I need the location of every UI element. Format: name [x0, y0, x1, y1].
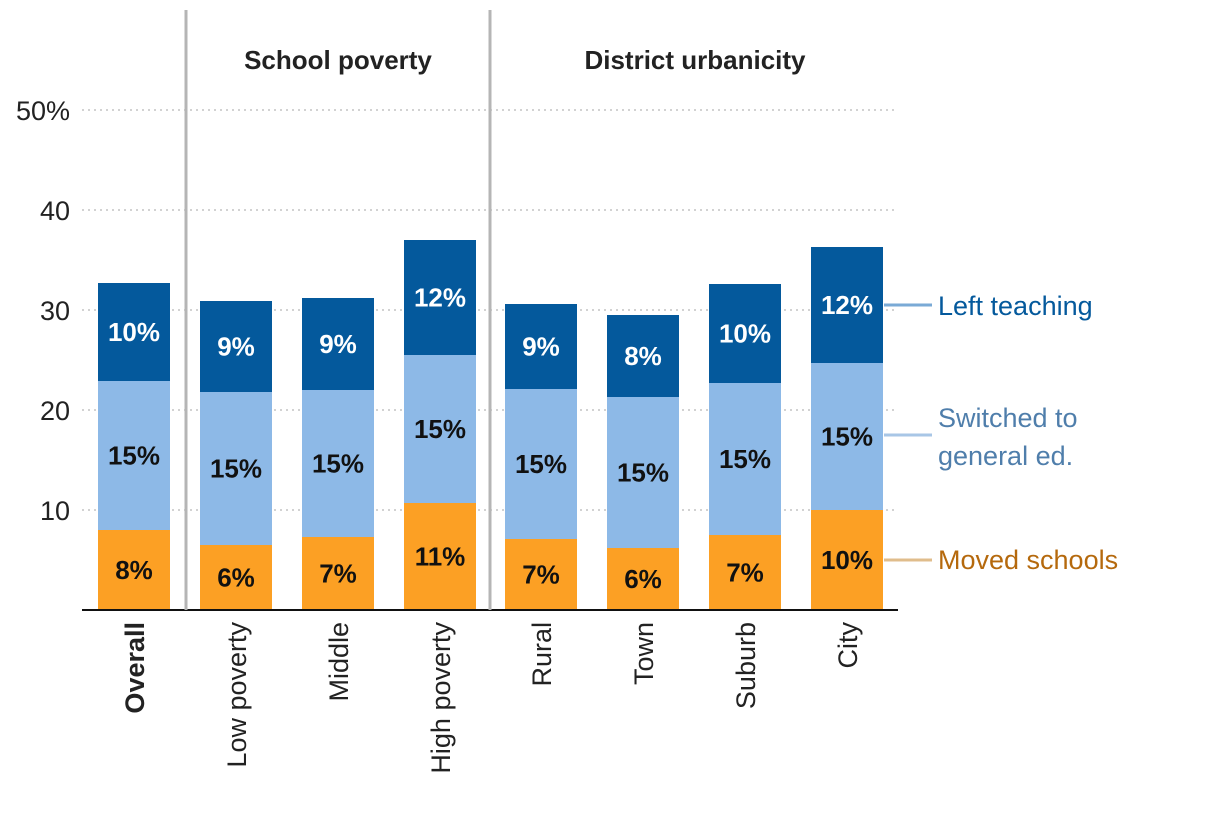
bar-label-low-poverty-3: 9%	[217, 332, 255, 362]
bar-segment-city-2	[811, 363, 883, 510]
legend-switched-line1: Switched to	[938, 403, 1078, 433]
category-label-overall: Overall	[120, 622, 150, 714]
bar-segment-overall-3	[98, 283, 170, 381]
bar-label-low-poverty-2: 15%	[210, 454, 262, 484]
bar-label-overall-3: 10%	[108, 317, 160, 347]
bar-label-town-1: 6%	[624, 564, 662, 594]
bar-segment-high-poverty-3	[404, 240, 476, 355]
bar-label-overall-2: 15%	[108, 441, 160, 471]
bar-segment-middle-1	[302, 537, 374, 610]
bar-segment-suburb-2	[709, 383, 781, 535]
bar-label-high-poverty-3: 12%	[414, 283, 466, 313]
category-label-low-poverty: Low poverty	[222, 622, 252, 768]
category-label-city: City	[833, 622, 863, 669]
y-tick-label-10: 10	[40, 496, 70, 526]
category-label-suburb: Suburb	[731, 622, 761, 709]
bar-label-high-poverty-1: 11%	[415, 542, 466, 572]
bar-label-city-3: 12%	[821, 290, 873, 320]
category-label-rural: Rural	[527, 622, 557, 687]
bar-segment-middle-2	[302, 390, 374, 537]
bar-label-suburb-1: 7%	[726, 558, 764, 588]
bar-label-town-3: 8%	[624, 341, 662, 371]
bar-labels: 8% 15% 10% 6% 15% 9% 7% 15% 9% 11% 15% 12% 7% 15% 9% 6%…	[108, 283, 873, 595]
category-label-high-poverty: High poverty	[426, 622, 456, 774]
y-tick-label-20: 20	[40, 396, 70, 426]
bar-label-rural-3: 9%	[522, 332, 560, 362]
category-label-middle: Middle	[324, 622, 354, 702]
bar-label-town-2: 15%	[617, 458, 669, 488]
bar-label-high-poverty-2: 15%	[414, 414, 466, 444]
bars	[98, 240, 883, 610]
bar-segment-city-3	[811, 247, 883, 363]
bar-label-overall-1: 8%	[115, 555, 153, 585]
group-title-district-urbanicity: District urbanicity	[584, 45, 806, 75]
bar-segment-town-1	[607, 548, 679, 610]
category-labels: Overall Low poverty Middle High poverty Rura…	[120, 622, 863, 774]
y-tick-label-40: 40	[40, 196, 70, 226]
legend: Left teaching Switched to general ed. Mo…	[884, 291, 1118, 575]
bar-segment-low-poverty-1	[200, 545, 272, 610]
bar-segment-rural-3	[505, 304, 577, 389]
y-tick-label-30: 30	[40, 296, 70, 326]
bar-label-rural-2: 15%	[515, 449, 567, 479]
bar-segment-town-2	[607, 397, 679, 548]
bar-label-middle-1: 7%	[319, 559, 357, 589]
bar-segment-low-poverty-2	[200, 392, 272, 545]
bar-segment-low-poverty-3	[200, 301, 272, 392]
bar-segment-high-poverty-2	[404, 355, 476, 503]
bar-segment-suburb-1	[709, 535, 781, 610]
bar-segment-rural-2	[505, 389, 577, 539]
bar-segment-rural-1	[505, 539, 577, 610]
bar-segment-city-1	[811, 510, 883, 610]
legend-switched-line2: general ed.	[938, 441, 1073, 471]
bar-segment-middle-3	[302, 298, 374, 390]
bar-segment-high-poverty-1	[404, 503, 476, 610]
bar-label-low-poverty-1: 6%	[217, 563, 255, 593]
legend-left-teaching: Left teaching	[938, 291, 1093, 321]
bar-segment-overall-2	[98, 381, 170, 530]
bar-label-middle-2: 15%	[312, 449, 364, 479]
y-axis-ticks: 10 20 30 40 50%	[16, 96, 70, 526]
bar-label-rural-1: 7%	[522, 560, 560, 590]
bar-label-suburb-2: 15%	[719, 444, 771, 474]
bar-label-suburb-3: 10%	[719, 319, 771, 349]
bar-segment-overall-1	[98, 530, 170, 610]
y-tick-label-50: 50%	[16, 96, 70, 126]
category-label-town: Town	[629, 622, 659, 685]
legend-moved-schools: Moved schools	[938, 545, 1118, 575]
bar-label-middle-3: 9%	[319, 329, 357, 359]
bar-segment-suburb-3	[709, 284, 781, 383]
group-title-school-poverty: School poverty	[244, 45, 432, 75]
bar-label-city-2: 15%	[821, 422, 873, 452]
bar-label-city-1: 10%	[821, 545, 873, 575]
bar-segment-town-3	[607, 315, 679, 397]
